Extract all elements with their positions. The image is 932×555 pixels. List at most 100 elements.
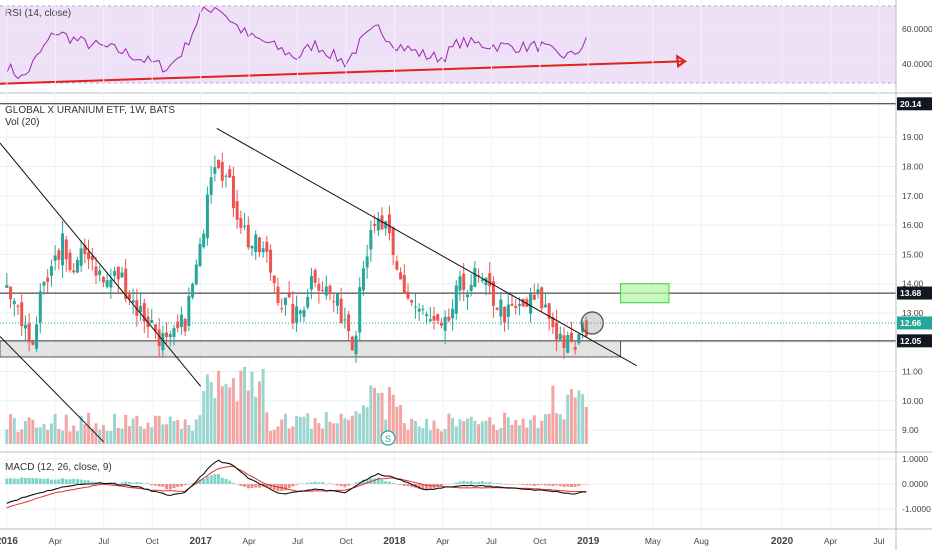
- candle-body: [23, 324, 27, 329]
- macd-histogram-bar: [540, 484, 544, 485]
- volume-bar: [280, 419, 284, 444]
- macd-histogram-bar: [506, 484, 510, 485]
- volume-bar: [235, 401, 239, 444]
- candle-body: [343, 319, 347, 321]
- price-tag-box: [897, 316, 932, 330]
- candle-body: [324, 286, 328, 296]
- macd-pane[interactable]: MACD (12, 26, close, 9) 1.0000 0.0000 -1.0…: [0, 454, 931, 514]
- volume-bar: [480, 421, 484, 444]
- candle-body: [376, 218, 380, 231]
- macd-histogram-bar: [295, 484, 299, 485]
- macd-histogram-bar: [161, 484, 165, 487]
- rsi-pane[interactable]: RSI (14, close) 60.0000 40.0000: [0, 5, 932, 85]
- price-tags: 20.14 13.68 12.66 12.05: [897, 97, 932, 348]
- macd-histogram-bar: [72, 478, 76, 484]
- candle-body: [510, 303, 514, 306]
- macd-histogram-bar: [499, 483, 503, 484]
- volume-bar: [510, 424, 514, 444]
- macd-histogram-bar: [131, 482, 135, 484]
- candle-body: [265, 241, 269, 252]
- macd-histogram-bar: [399, 484, 403, 485]
- macd-histogram-bar: [191, 483, 195, 484]
- candle-body: [213, 167, 217, 174]
- candle-body: [391, 227, 395, 256]
- volume-bar: [213, 398, 217, 444]
- macd-histogram-bar: [558, 484, 562, 487]
- volume-bar: [410, 418, 414, 444]
- candle-body: [406, 291, 410, 299]
- trendline[interactable]: [0, 336, 105, 443]
- candle-body: [228, 169, 232, 178]
- candle-body: [488, 273, 492, 287]
- candle-body: [417, 308, 421, 312]
- macd-histogram: [5, 474, 588, 492]
- time-axis-label: 2018: [383, 536, 406, 547]
- candle-body: [83, 245, 87, 254]
- macd-histogram-bar: [27, 477, 31, 484]
- volume-bar: [339, 413, 343, 444]
- volume-bar: [354, 411, 358, 444]
- volume-bar: [75, 431, 79, 444]
- candle-body: [161, 332, 165, 351]
- macd-histogram-bar: [573, 484, 577, 487]
- price-tick-label: 14.00: [902, 279, 924, 289]
- split-marker-circle: [380, 430, 396, 446]
- volume-bar: [64, 414, 68, 444]
- macd-histogram-bar: [276, 484, 280, 492]
- macd-histogram-bar: [313, 481, 317, 484]
- time-axis[interactable]: 2016 Apr Jul Oct 2017 Apr Jul Oct 2018 Apr Jul Oct 2…: [0, 536, 884, 547]
- candle-body: [224, 175, 228, 177]
- macd-histogram-bar: [254, 484, 258, 488]
- candle-body: [176, 321, 180, 329]
- volume-bar: [473, 420, 477, 444]
- macd-histogram-bar: [120, 482, 124, 484]
- candle-body: [480, 279, 484, 282]
- macd-histogram-bar: [521, 484, 525, 485]
- volume-bar: [395, 406, 399, 444]
- macd-histogram-bar: [451, 483, 455, 485]
- trendline[interactable]: [216, 127, 637, 367]
- candle-body: [120, 272, 124, 278]
- candle-body: [491, 281, 495, 306]
- candle-body: [347, 314, 351, 332]
- volume-bar: [399, 404, 403, 444]
- candle-body: [135, 300, 139, 316]
- candle-body: [529, 293, 533, 314]
- macd-histogram-bar: [142, 483, 146, 485]
- macd-histogram-bar: [135, 482, 139, 484]
- candle-body: [109, 279, 113, 288]
- price-pane[interactable]: S GLOBAL X URANIUM ETF, 1W, BATS Vol (20…: [0, 0, 932, 529]
- volume-bar: [90, 428, 94, 444]
- candle-body: [220, 162, 224, 181]
- candle-body: [521, 298, 525, 307]
- macd-histogram-bar: [257, 484, 261, 488]
- volume-bar: [350, 415, 354, 444]
- trendline[interactable]: [0, 142, 202, 387]
- volume-bar: [9, 414, 13, 444]
- time-axis-label: Aug: [694, 536, 709, 546]
- volume-bar: [495, 430, 499, 444]
- macd-histogram-bar: [57, 479, 61, 484]
- candle-body: [335, 293, 339, 306]
- volume-bar: [157, 415, 161, 444]
- macd-histogram-bar: [283, 484, 287, 491]
- volume-bar: [469, 416, 473, 444]
- macd-histogram-bar: [220, 477, 224, 484]
- macd-histogram-bar: [157, 484, 161, 487]
- volume-label: Vol (20): [5, 117, 39, 128]
- candle-body: [127, 294, 131, 300]
- macd-histogram-bar: [172, 484, 176, 489]
- candle-body: [272, 275, 276, 283]
- macd-histogram-bar: [5, 478, 9, 484]
- volume-bar: [12, 418, 16, 444]
- volume-bars: [5, 366, 588, 444]
- split-marker[interactable]: S: [380, 430, 396, 446]
- volume-bar: [42, 423, 46, 444]
- candle-body: [287, 293, 291, 298]
- time-axis-label: May: [645, 536, 662, 546]
- candle-body: [447, 316, 451, 321]
- macd-histogram-bar: [287, 484, 291, 489]
- macd-histogram-bar: [391, 483, 395, 484]
- candle-body: [443, 317, 447, 331]
